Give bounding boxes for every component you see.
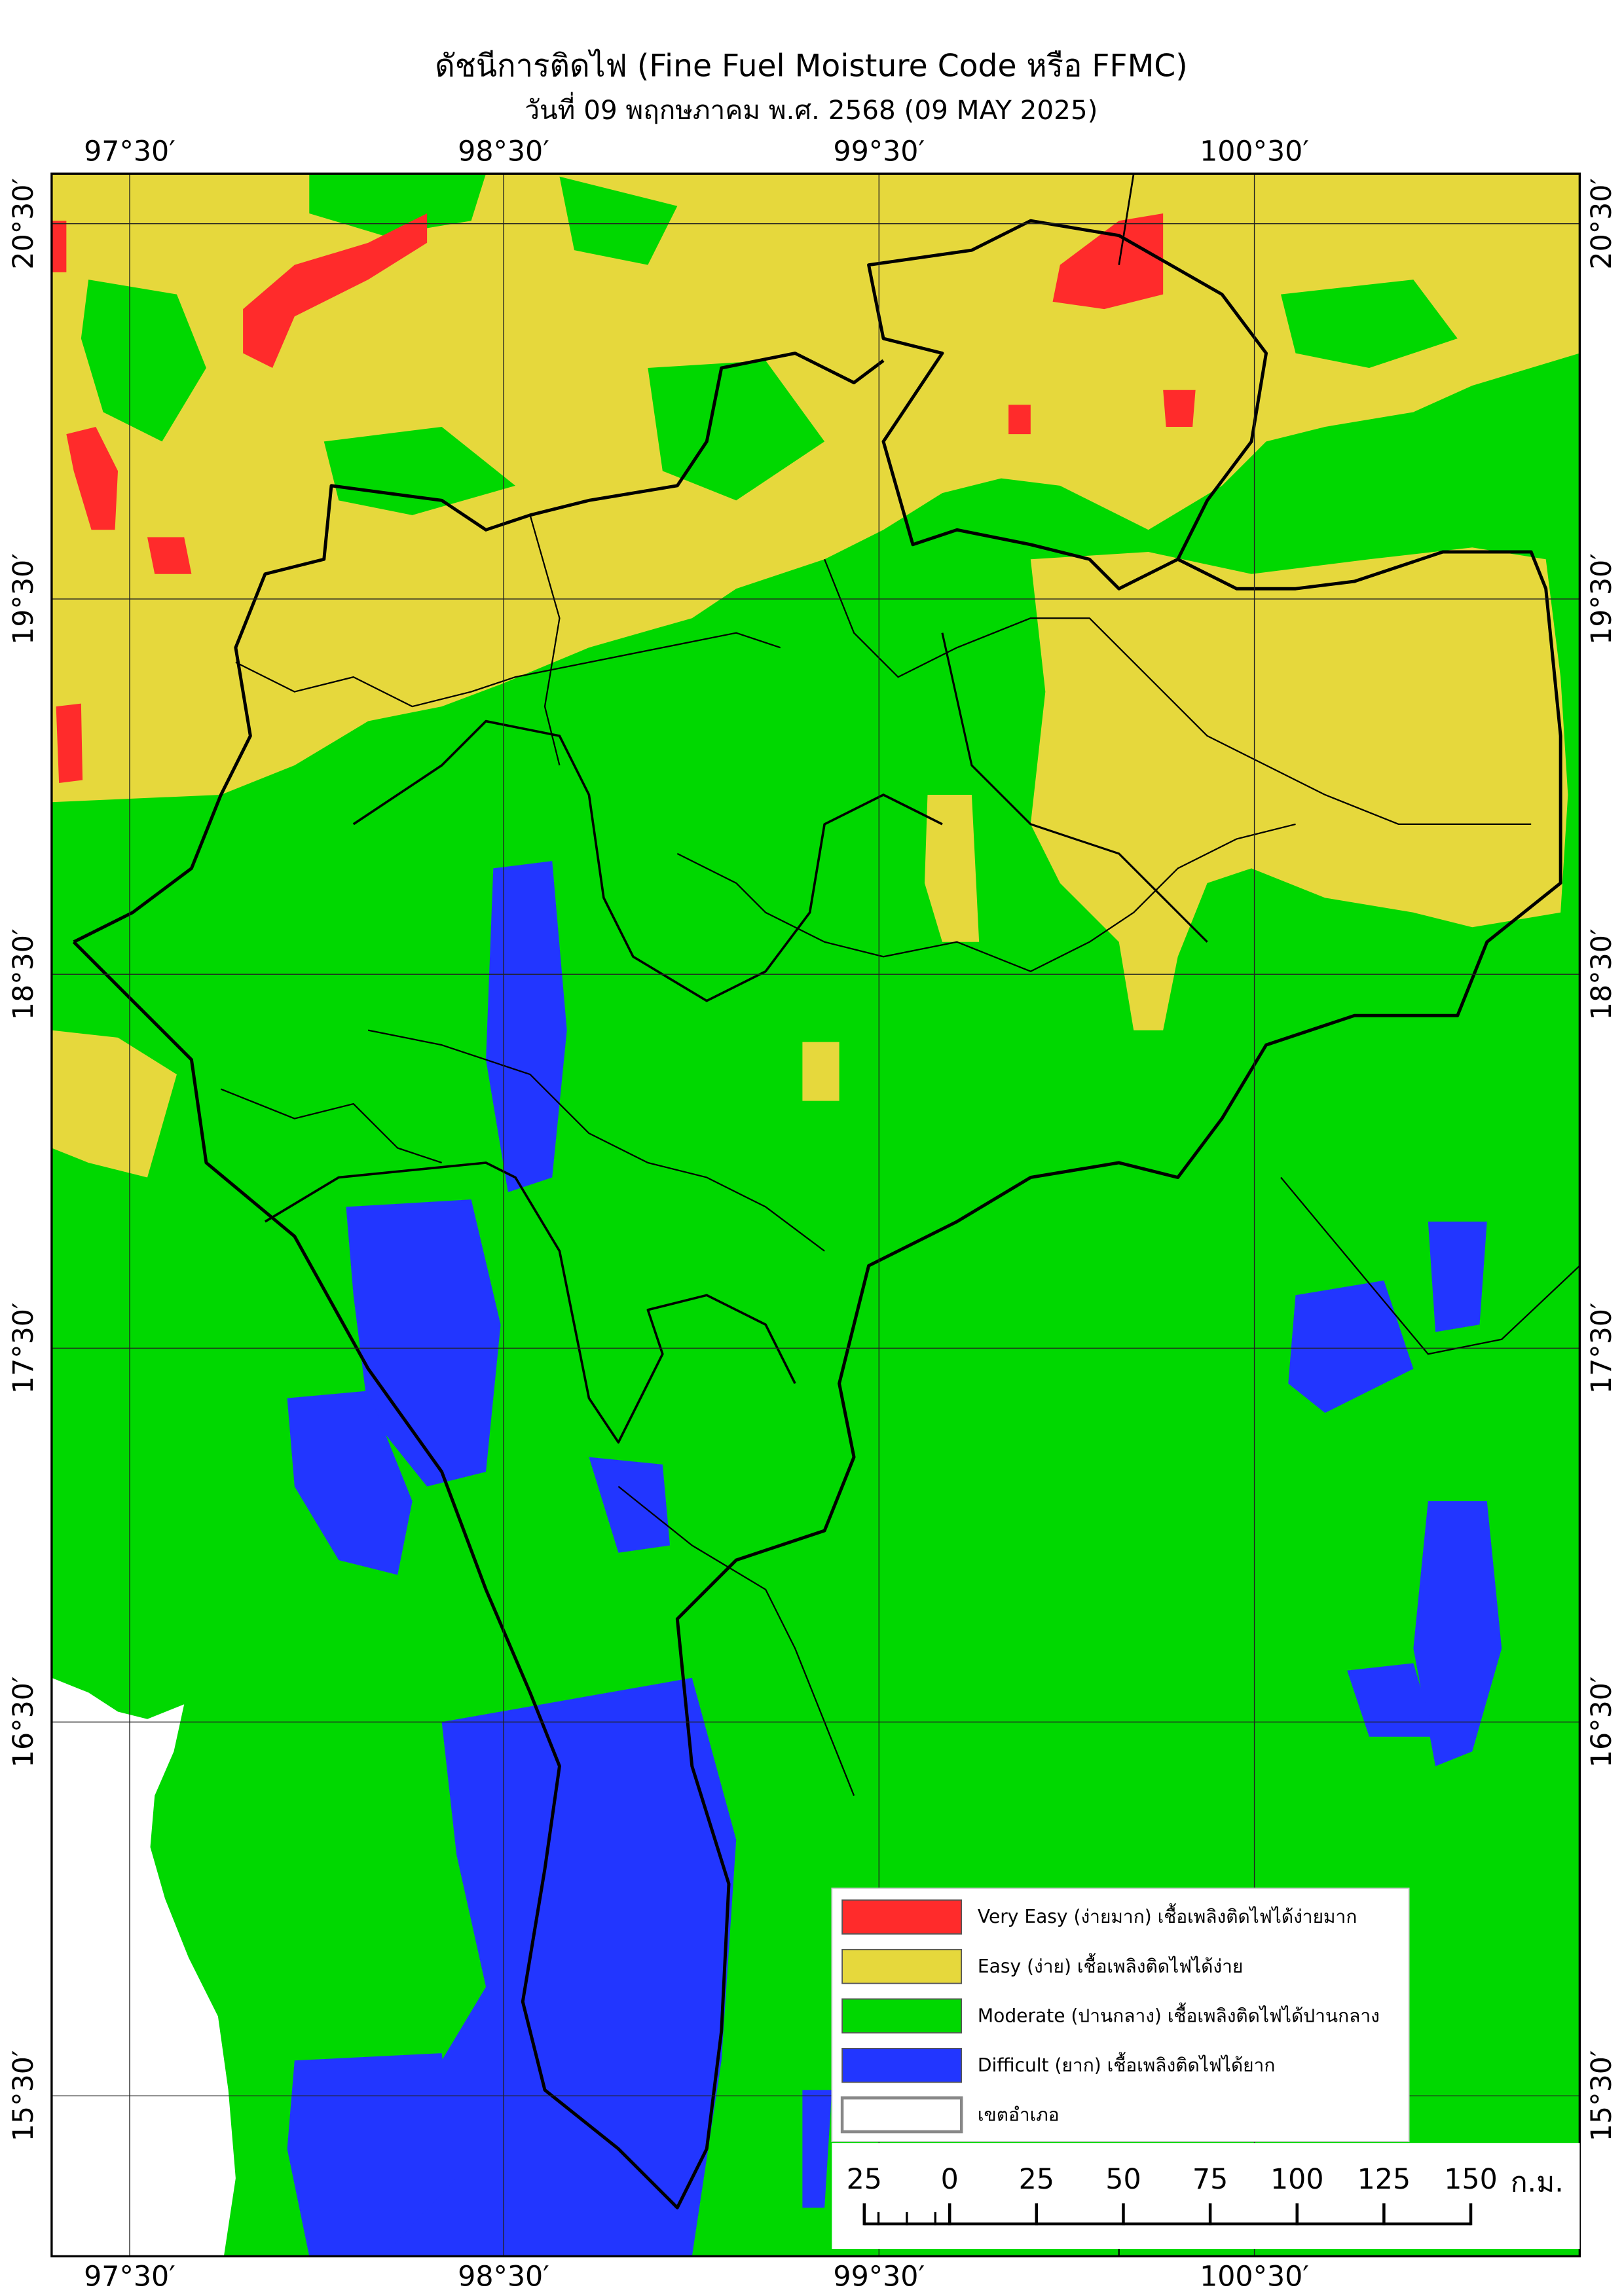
district-boundary	[529, 515, 561, 766]
district-boundary	[72, 219, 1562, 2210]
scale-label: 150	[1444, 2163, 1498, 2196]
district-boundary	[220, 1088, 442, 1164]
legend-swatch	[840, 2096, 963, 2134]
district-boundary	[73, 352, 885, 943]
difficult-area	[1428, 1221, 1487, 1332]
difficult-area	[382, 1677, 737, 2257]
very-easy-area	[1163, 390, 1196, 427]
longitude-label: 100°30′	[1200, 2261, 1309, 2293]
district-boundary	[1118, 173, 1135, 265]
very-easy-area	[56, 703, 83, 783]
latitude-label: 15°30′	[7, 2050, 40, 2141]
latitude-label: 16°30′	[1585, 1676, 1618, 1768]
district-boundary	[676, 823, 1296, 972]
difficult-area	[346, 1199, 501, 1487]
scale-label: 0	[941, 2163, 959, 2196]
longitude-label: 99°30′	[833, 135, 925, 168]
legend-label: Difficult (ยาก) เชื้อเพลิงติดไฟได้ยาก	[978, 2052, 1275, 2076]
scale-label: 25	[847, 2163, 882, 2196]
latitude-label: 18°30′	[7, 928, 40, 1020]
scale-label: 25	[1019, 2163, 1054, 2196]
latitude-label: 16°30′	[7, 1676, 40, 1768]
district-boundary	[941, 632, 1208, 943]
district-boundary	[618, 1485, 855, 1796]
difficult-area	[802, 2090, 832, 2208]
latitude-label: 17°30′	[1585, 1302, 1618, 1394]
latitude-label: 19°30′	[1585, 553, 1618, 645]
district-boundary	[824, 558, 1532, 826]
moderate-area	[1325, 426, 1580, 545]
latitude-label: 19°30′	[7, 553, 40, 645]
legend-label: Easy (ง่าย) เชื้อเพลิงติดไฟได้ง่าย	[978, 1953, 1243, 1977]
moderate-area	[559, 176, 678, 265]
difficult-area	[1347, 1663, 1436, 1737]
latitude-label: 20°30′	[1585, 178, 1618, 270]
latitude-label: 20°30′	[7, 178, 40, 270]
easy-area	[51, 173, 1580, 803]
longitude-label: 100°30′	[1200, 135, 1309, 168]
district-boundary	[367, 1029, 825, 1252]
latitude-label: 17°30′	[7, 1302, 40, 1394]
moderate-area	[309, 173, 487, 236]
difficult-area	[287, 2053, 457, 2257]
legend-swatch	[841, 1899, 963, 1935]
difficult-area	[1413, 1501, 1502, 1766]
easy-area	[51, 1030, 177, 1178]
overlay: 97°30′ 97°30′ 98°30′ 98°30′ 99°30′ 99°30′ 100°…	[7, 135, 1618, 2293]
difficult-area	[589, 1457, 671, 1553]
title: ดัชนีการติดไฟ (Fine Fuel Moisture Code ห…	[435, 48, 1188, 84]
scale-label: 50	[1105, 2163, 1141, 2196]
legend-label: เขตอำเภอ	[978, 2104, 1060, 2125]
legend-swatch	[841, 2047, 963, 2083]
scale-unit: ก.ม.	[1511, 2166, 1564, 2199]
scale-label: 75	[1192, 2163, 1228, 2196]
legend-label: Very Easy (ง่ายมาก) เชื้อเพลิงติดไฟได้ง่…	[978, 1903, 1357, 1927]
latitude-label: 15°30′	[1585, 2050, 1618, 2141]
scale-box	[832, 2143, 1580, 2250]
easy-area	[1030, 547, 1568, 1030]
easy-area	[924, 794, 980, 942]
longitude-label: 97°30′	[84, 2261, 175, 2293]
district-boundary	[352, 720, 943, 1002]
very-easy-area	[66, 426, 119, 530]
moderate-area	[323, 426, 516, 515]
legend-swatch	[841, 1948, 963, 1984]
legend-swatch	[841, 1998, 963, 2033]
scale-label: 100	[1270, 2163, 1324, 2196]
difficult-area	[287, 1391, 413, 1575]
very-easy-area	[1008, 405, 1031, 435]
map-frame	[50, 172, 1581, 2257]
very-easy-area	[1052, 213, 1164, 310]
district-boundary	[235, 632, 781, 708]
legend-label: Moderate (ปานกลาง) เชื้อเพลิงติดไฟได้ปาน…	[978, 2002, 1380, 2026]
latitude-label: 18°30′	[1585, 928, 1618, 1020]
sea	[51, 1677, 236, 2257]
subtitle: วันที่ 09 พฤกษภาคม พ.ศ. 2568 (09 MAY 202…	[525, 92, 1098, 126]
very-easy-area	[51, 221, 67, 272]
easy-area	[802, 1042, 840, 1101]
very-easy-area	[147, 537, 192, 574]
longitude-label: 98°30′	[458, 135, 549, 168]
longitude-label: 97°30′	[84, 135, 175, 168]
map	[51, 173, 1580, 2257]
moderate-area	[1281, 280, 1458, 369]
district-boundary	[264, 1161, 796, 1444]
moderate-area	[81, 280, 206, 442]
longitude-label: 99°30′	[833, 2261, 925, 2293]
district-boundary	[1280, 1176, 1580, 1355]
very-easy-area	[243, 213, 428, 369]
scale-label: 125	[1357, 2163, 1411, 2196]
difficult-area	[1288, 1280, 1414, 1413]
longitude-label: 98°30′	[458, 2261, 549, 2293]
difficult-area	[486, 861, 567, 1192]
